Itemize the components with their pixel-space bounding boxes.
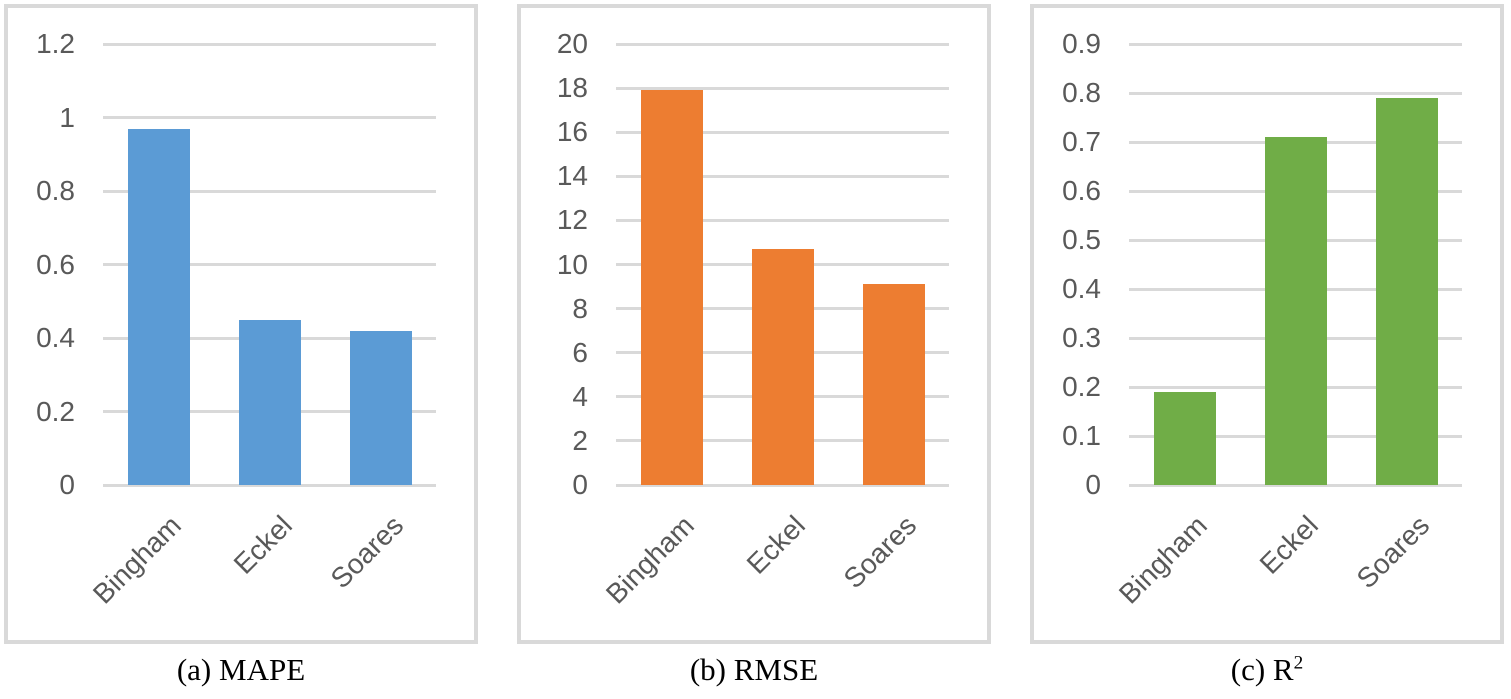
gridline — [616, 483, 949, 487]
rmse-caption: (b) RMSE — [517, 650, 991, 690]
y-axis-tick-label: 1 — [59, 101, 75, 133]
x-axis-category-label: Eckel — [227, 509, 299, 580]
gridline — [1129, 483, 1462, 487]
gridline — [616, 218, 949, 222]
y-axis-tick-label: 2 — [572, 424, 588, 456]
x-axis-category-label: Eckel — [1253, 509, 1325, 580]
y-axis-tick-label: 0.9 — [1062, 28, 1101, 59]
gridline — [616, 130, 949, 134]
mape-figure: 1.2 1 0.8 0.6 0.4 0.2 0 Bingham Eckel Soares (a) … — [4, 4, 478, 690]
gridline — [103, 189, 436, 193]
gridline — [103, 42, 436, 46]
y-axis-tick-label: 1.2 — [36, 28, 75, 59]
x-axis-category-label: Eckel — [740, 509, 812, 580]
y-axis-tick-label: 0 — [1085, 469, 1101, 500]
r-squared-plot-area: 0.9 0.8 0.7 0.6 0.5 0.4 0.3 0.2 0.1 0 Bingham Eckel… — [1062, 30, 1462, 610]
y-axis-tick-label: 0.7 — [1062, 126, 1101, 157]
mape-plot-area: 1.2 1 0.8 0.6 0.4 0.2 0 Bingham Eckel Soares — [36, 30, 436, 610]
r-squared-caption: (c) R2 — [1030, 650, 1504, 690]
y-axis-tick-label: 0.8 — [1062, 77, 1101, 108]
gridline — [103, 116, 436, 119]
mape-chart-panel: 1.2 1 0.8 0.6 0.4 0.2 0 Bingham Eckel Soares — [4, 4, 478, 644]
r-squared-caption-sup: 2 — [1293, 652, 1304, 674]
rmse-caption-text: (b) RMSE — [689, 652, 819, 687]
bar-eckel — [1264, 137, 1327, 485]
bar-eckel — [238, 319, 301, 485]
x-axis-category-label: Bingham — [1112, 509, 1214, 610]
y-axis-tick-label: 16 — [556, 116, 588, 148]
r-squared-figure: 0.9 0.8 0.7 0.6 0.5 0.4 0.3 0.2 0.1 0 Bingham Eckel… — [1030, 4, 1504, 690]
r-squared-chart-panel: 0.9 0.8 0.7 0.6 0.5 0.4 0.3 0.2 0.1 0 Bingham Eckel… — [1030, 4, 1504, 644]
rmse-figure: 20 18 16 14 12 10 8 6 4 2 0 Bingham Eckel Soares (b) … — [517, 4, 991, 690]
rmse-plot-area: 20 18 16 14 12 10 8 6 4 2 0 Bingham Eckel Soares — [557, 30, 949, 610]
y-axis-tick-label: 4 — [572, 380, 588, 412]
y-axis-tick-label: 0.4 — [1062, 273, 1101, 304]
y-axis-tick-label: 8 — [572, 292, 588, 324]
x-axis-category-label: Soares — [837, 509, 923, 595]
gridline — [1129, 91, 1462, 95]
y-axis-tick-label: 12 — [556, 204, 588, 236]
y-axis-tick-label: 0 — [572, 469, 588, 500]
gridline — [1129, 42, 1462, 46]
x-axis-category-label: Soares — [1350, 509, 1436, 595]
y-axis-tick-label: 0.5 — [1062, 224, 1101, 255]
gridline — [616, 174, 949, 178]
y-axis-tick-label: 14 — [556, 160, 588, 192]
gridline — [103, 483, 436, 487]
mape-caption-text: (a) MAPE — [176, 652, 306, 687]
y-axis-tick-label: 6 — [572, 336, 588, 368]
bar-bingham — [640, 90, 703, 485]
y-axis-tick-label: 18 — [556, 72, 588, 104]
gridline — [616, 42, 949, 46]
y-axis-tick-label: 0.4 — [36, 322, 75, 353]
y-axis-tick-label: 0.6 — [36, 248, 75, 280]
y-axis-tick-label: 0.2 — [36, 395, 75, 427]
y-axis-tick-label: 0 — [59, 469, 75, 500]
rmse-chart-panel: 20 18 16 14 12 10 8 6 4 2 0 Bingham Eckel Soares — [517, 4, 991, 644]
x-axis-category-label: Soares — [324, 509, 410, 595]
bar-soares — [1375, 97, 1438, 485]
bar-soares — [349, 330, 412, 485]
y-axis-tick-label: 10 — [556, 248, 588, 280]
gridline — [103, 263, 436, 266]
bar-bingham — [127, 128, 190, 485]
bar-bingham — [1153, 391, 1216, 485]
y-axis-tick-label: 0.8 — [36, 175, 75, 206]
y-axis-tick-label: 20 — [556, 28, 588, 59]
y-axis-tick-label: 0.1 — [1062, 420, 1101, 451]
bar-eckel — [751, 249, 814, 485]
y-axis-tick-label: 0.3 — [1062, 322, 1101, 353]
x-axis-category-label: Bingham — [86, 509, 188, 610]
bar-soares — [862, 284, 925, 485]
r-squared-caption-text: (c) R — [1230, 652, 1294, 687]
mape-caption: (a) MAPE — [4, 650, 478, 690]
y-axis-tick-label: 0.2 — [1062, 371, 1101, 402]
gridline — [616, 86, 949, 90]
x-axis-category-label: Bingham — [599, 509, 701, 610]
y-axis-tick-label: 0.6 — [1062, 175, 1101, 206]
